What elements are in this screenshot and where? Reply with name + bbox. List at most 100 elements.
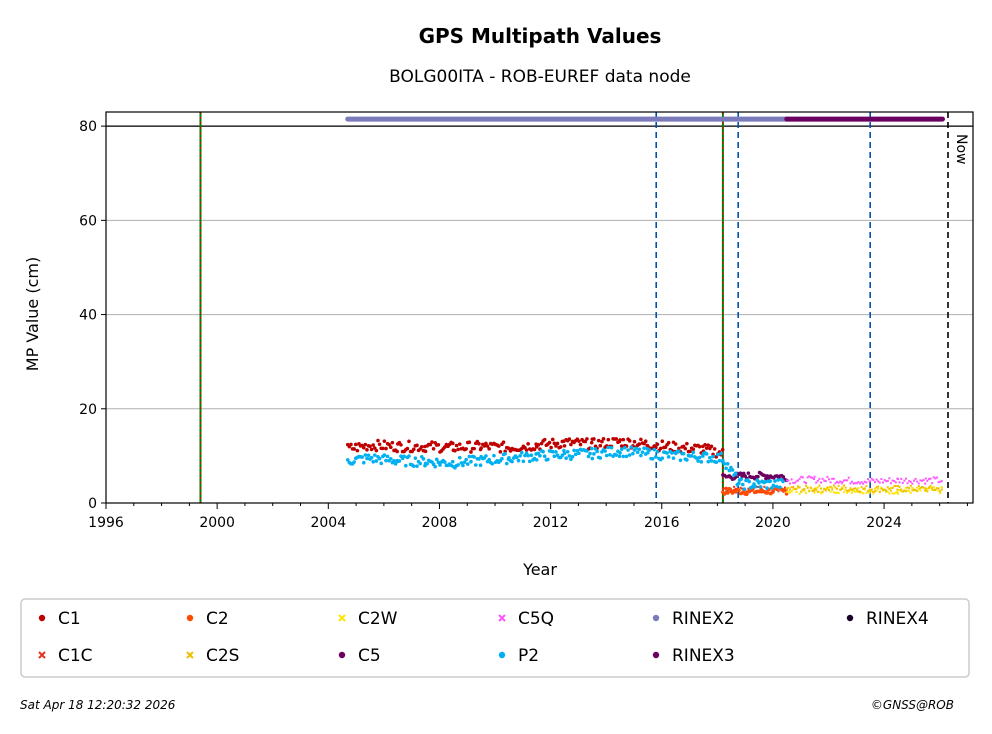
data-point [939, 490, 942, 493]
data-point [821, 490, 824, 493]
y-axis-ticks: 0 20 40 60 80 [79, 119, 106, 512]
data-point [914, 477, 917, 480]
data-point [637, 442, 642, 446]
data-point [781, 475, 786, 479]
data-point [632, 439, 637, 444]
data-point [836, 480, 839, 483]
data-point [795, 491, 798, 494]
data-point [896, 478, 899, 481]
data-point [598, 456, 603, 460]
data-point [639, 437, 643, 442]
timestamp: Sat Apr 18 12:20:32 2026 [20, 698, 176, 712]
data-point [699, 460, 704, 464]
data-point [894, 491, 897, 494]
data-point [820, 487, 823, 490]
data-point [550, 449, 555, 454]
data-point [586, 454, 591, 459]
data-point [820, 481, 823, 484]
x-tick-label: 2024 [866, 515, 902, 531]
data-point [858, 482, 861, 485]
data-point [841, 487, 844, 490]
data-point [900, 477, 903, 480]
plot-frame [105, 111, 974, 504]
data-point [454, 443, 459, 448]
data-point [927, 478, 930, 481]
data-point [709, 459, 714, 463]
data-point [704, 446, 709, 450]
data-point [624, 454, 629, 459]
data-point [461, 463, 465, 468]
data-point [352, 447, 356, 451]
data-point [369, 447, 374, 452]
legend-label: C1C [58, 646, 93, 666]
data-point [886, 486, 889, 489]
data-point [869, 489, 872, 492]
data-point [832, 477, 835, 480]
data-point [877, 487, 880, 490]
data-point [790, 486, 793, 489]
data-point [555, 441, 560, 446]
data-point [469, 450, 473, 454]
data-point [646, 450, 650, 455]
data-point [365, 456, 369, 461]
data-point [823, 479, 826, 482]
data-point [482, 444, 487, 448]
data-point [775, 488, 778, 491]
data-point [863, 488, 866, 491]
data-point [870, 488, 873, 491]
data-point [678, 458, 683, 463]
data-point [826, 486, 829, 489]
data-point [790, 490, 793, 493]
data-point [647, 448, 652, 452]
data-point [855, 488, 858, 491]
data-point [642, 446, 646, 450]
data-point [873, 481, 876, 484]
data-point [850, 480, 853, 483]
data-point [866, 490, 869, 493]
data-point [901, 482, 904, 485]
data-point [863, 480, 866, 483]
data-point [826, 488, 829, 491]
data-point [697, 455, 702, 460]
data-point [709, 444, 714, 449]
data-point [712, 447, 717, 451]
legend-item-c5: C5 [338, 646, 381, 666]
data-point [919, 479, 922, 482]
y-tick-label: 20 [79, 402, 97, 418]
data-point [554, 444, 558, 448]
data-point [355, 448, 360, 453]
data-point [940, 488, 943, 491]
data-point [496, 444, 501, 448]
credit: ©GNSS@ROB [871, 698, 954, 712]
data-point [361, 460, 366, 465]
data-point [787, 490, 790, 493]
data-point [858, 491, 861, 494]
data-point [685, 441, 689, 446]
data-point [916, 480, 919, 483]
data-point [619, 447, 624, 452]
data-point [865, 485, 868, 488]
data-point [860, 485, 863, 488]
data-point [885, 489, 888, 492]
data-point [926, 487, 929, 490]
data-point [411, 464, 416, 468]
data-point [756, 485, 759, 488]
legend-label: C5Q [518, 609, 554, 629]
data-point [912, 488, 915, 491]
data-point [790, 478, 793, 481]
data-point [578, 442, 583, 447]
data-point [931, 487, 934, 490]
data-point [601, 437, 606, 441]
data-point [526, 442, 530, 446]
data-point [940, 480, 943, 483]
data-point [829, 481, 832, 484]
data-point [906, 486, 909, 489]
data-point [763, 485, 766, 488]
legend-marker [186, 651, 194, 659]
data-point [873, 490, 876, 493]
data-point [906, 482, 909, 485]
data-point [917, 488, 920, 491]
data-point [747, 479, 751, 484]
x-tick-label: 2020 [755, 515, 791, 531]
